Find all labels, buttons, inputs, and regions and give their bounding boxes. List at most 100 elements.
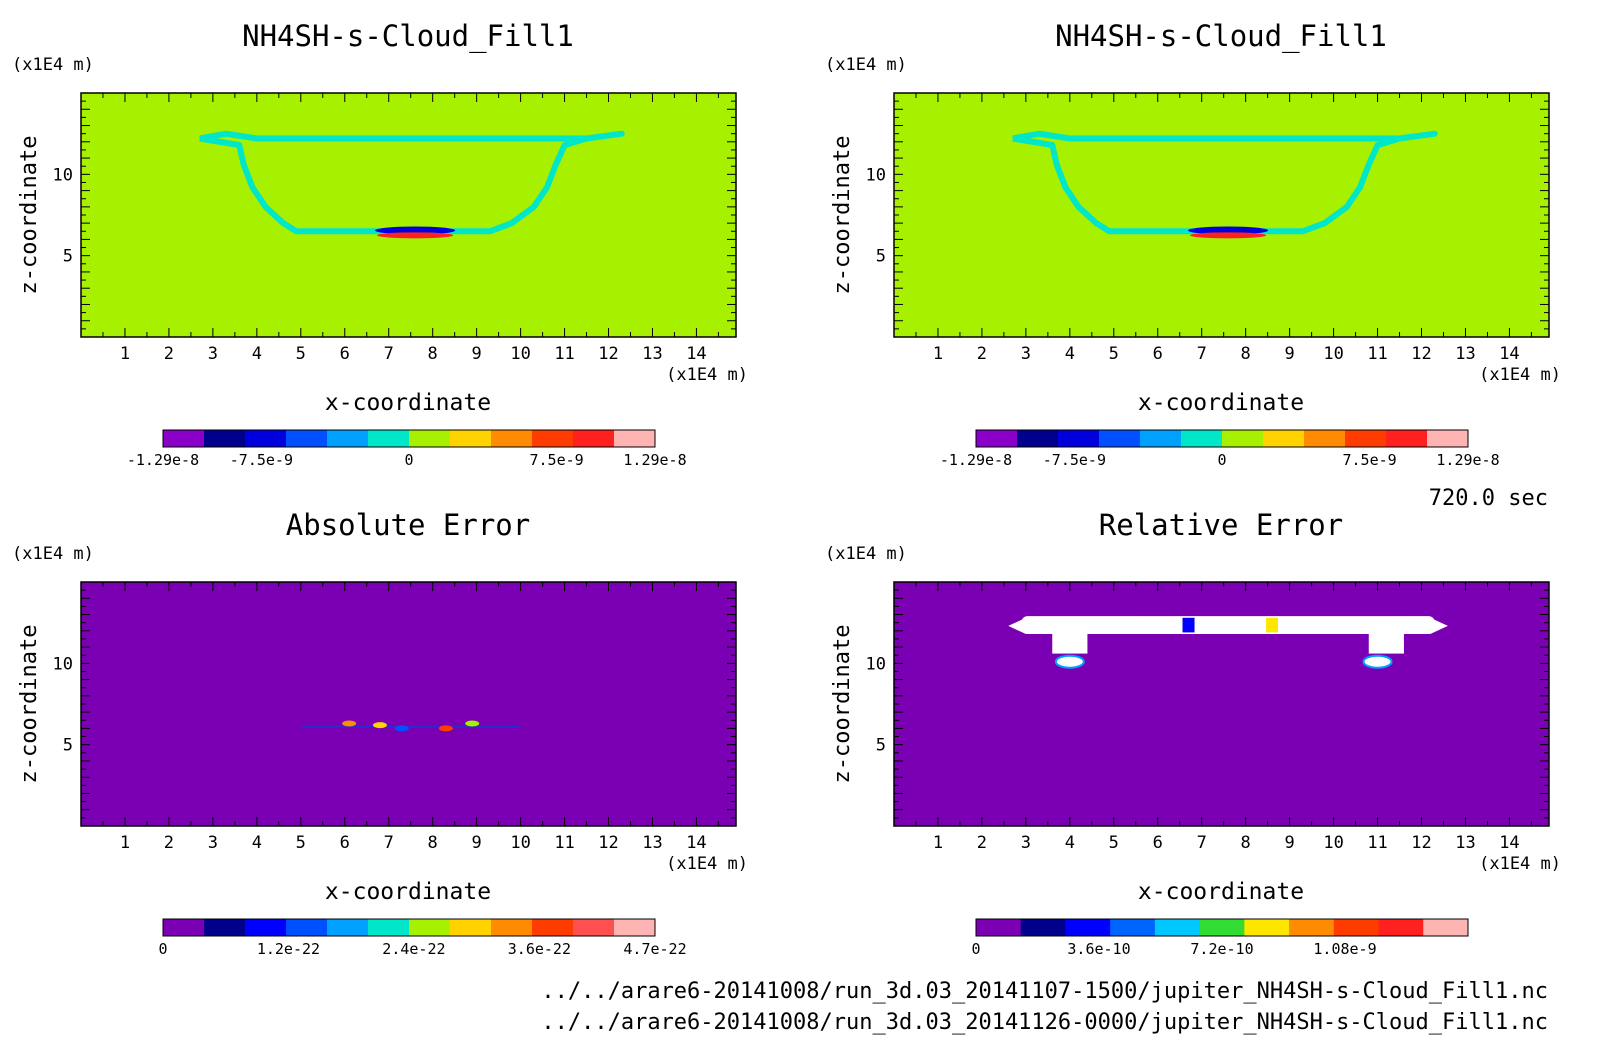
colorbar-label: 1.2e-22 [257, 940, 320, 958]
rel-error-top-band [1021, 616, 1435, 635]
x-tick-label: 10 [510, 344, 530, 364]
x-tick-label: 7 [384, 833, 394, 853]
colorbar-swatch-5 [1154, 919, 1201, 936]
colorbar-label: 7.5e-9 [1343, 451, 1397, 469]
x-tick-label: 5 [296, 833, 306, 853]
plot-area [81, 582, 736, 826]
x-tick-label: 9 [472, 833, 482, 853]
colorbar-swatch-3 [1065, 919, 1111, 936]
x-tick-label: 1 [120, 833, 130, 853]
colorbar-swatch-1 [163, 430, 205, 447]
colorbar-label: -7.5e-9 [1043, 451, 1106, 469]
rel-error-left-blob [1054, 654, 1085, 669]
colorbar-label: 0 [158, 940, 167, 958]
x-tick-label: 13 [642, 833, 662, 853]
x-tick-label: 4 [1065, 344, 1075, 364]
x-tick-label: 6 [1153, 833, 1163, 853]
x-tick-label: 11 [1367, 344, 1387, 364]
x-tick-label: 2 [164, 344, 174, 364]
colorbar-swatch-5 [327, 430, 369, 447]
x-tick-label: 2 [164, 833, 174, 853]
cloud-positive-core [377, 232, 454, 239]
colorbar-swatch-11 [1423, 919, 1469, 936]
colorbar-swatch-4 [286, 430, 328, 447]
colorbar-swatch-8 [1289, 919, 1335, 936]
colorbar-swatch-10 [532, 430, 574, 447]
colorbar-swatch-11 [573, 430, 615, 447]
colorbar-frame [975, 918, 1469, 937]
x-tick-label: 10 [1323, 833, 1343, 853]
x-tick-label: 1 [933, 833, 943, 853]
colorbar-swatch-4 [1110, 919, 1156, 936]
x-tick-label: 12 [598, 833, 618, 853]
error-spot-5 [465, 720, 480, 727]
x-tick-label: 11 [554, 344, 574, 364]
colorbar-swatch-11 [573, 919, 615, 936]
colorbar-swatch-12 [614, 430, 656, 447]
time-label: 720.0 sec [1429, 486, 1548, 511]
y-axis-label: z-coordinate [830, 625, 855, 784]
colorbar-swatch-2 [1020, 919, 1066, 936]
x-tick-label: 10 [1323, 344, 1343, 364]
chart-panel-3: Absolute Error (x1E4 m) (x1E4 m) x-coordina… [12, 508, 748, 958]
chart-title: Relative Error [1099, 508, 1343, 542]
colorbar-label: -1.29e-8 [127, 451, 199, 469]
colorbar-label: 4.7e-22 [623, 940, 686, 958]
plot-area [894, 93, 1549, 337]
colorbar-frame [162, 429, 656, 448]
colorbar-swatch-1 [976, 919, 1022, 936]
x-tick-label: 7 [384, 344, 394, 364]
y-unit-label: (x1E4 m) [12, 544, 94, 564]
x-tick-label: 11 [1367, 833, 1387, 853]
x-tick-label: 3 [208, 344, 218, 364]
colorbar-label: 7.5e-9 [530, 451, 584, 469]
colorbar-label: 0 [971, 940, 980, 958]
colorbar-swatch-9 [1333, 919, 1380, 936]
x-tick-label: 6 [340, 833, 350, 853]
x-tick-label: 8 [1241, 344, 1251, 364]
colorbar-swatch-5 [1140, 430, 1182, 447]
colorbar-swatch-6 [1181, 430, 1223, 447]
x-tick-label: 7 [1197, 833, 1207, 853]
colorbar-swatch-3 [245, 919, 287, 936]
x-tick-label: 8 [1241, 833, 1251, 853]
colorbar-label: -1.29e-8 [940, 451, 1012, 469]
x-tick-label: 1 [933, 344, 943, 364]
x-tick-label: 7 [1197, 344, 1207, 364]
colorbar-swatch-3 [1058, 430, 1100, 447]
colorbar-swatch-11 [1386, 430, 1428, 447]
x-tick-label: 9 [1285, 344, 1295, 364]
x-tick-label: 14 [686, 344, 706, 364]
cloud-outline [1012, 130, 1438, 235]
x-tick-label: 12 [598, 344, 618, 364]
x-unit-label: (x1E4 m) [1479, 365, 1561, 385]
x-tick-label: 12 [1411, 833, 1431, 853]
x-tick-label: 2 [977, 344, 987, 364]
x-axis-label: x-coordinate [1138, 879, 1304, 905]
y-tick-label: 10 [53, 654, 73, 674]
colorbar-swatch-5 [327, 919, 369, 936]
colorbar-swatch-2 [204, 430, 246, 447]
colorbar-swatch-1 [163, 919, 205, 936]
error-spot-4 [438, 725, 453, 732]
colorbar-label: 3.6e-22 [508, 940, 571, 958]
x-tick-label: 8 [428, 833, 438, 853]
x-axis-label: x-coordinate [325, 879, 491, 905]
y-axis-label: z-coordinate [17, 136, 42, 295]
colorbar-frame [975, 429, 1469, 448]
x-tick-label: 3 [1021, 344, 1031, 364]
colorbar-swatch-10 [532, 919, 574, 936]
cloud-negative-core [1188, 226, 1269, 235]
file-path-2: ../../arare6-20141008/run_3d.03_20141126… [541, 1010, 1548, 1035]
chart-title: Absolute Error [286, 508, 530, 542]
colorbar-swatch-6 [368, 919, 410, 936]
chart-panel-1: NH4SH-s-Cloud_Fill1 (x1E4 m) (x1E4 m) x-coo… [12, 19, 748, 469]
x-tick-label: 13 [642, 344, 662, 364]
chart-title: NH4SH-s-Cloud_Fill1 [1055, 19, 1387, 54]
rel-error-right-blob [1362, 654, 1393, 669]
colorbar-swatch-2 [204, 919, 246, 936]
colorbar-label: 1.29e-8 [623, 451, 686, 469]
x-unit-label: (x1E4 m) [666, 854, 748, 874]
rel-error-right-tip [1430, 617, 1448, 635]
